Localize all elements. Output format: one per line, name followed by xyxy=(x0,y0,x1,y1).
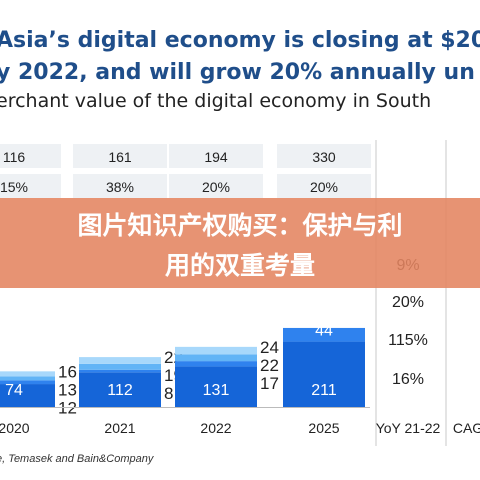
header-value: 20% xyxy=(310,179,338,195)
data-label: 44 xyxy=(315,323,333,340)
header-cell xyxy=(73,144,167,168)
header-cell xyxy=(73,174,167,198)
header-cell xyxy=(277,174,371,198)
bar-segment xyxy=(79,369,161,373)
bar-segment xyxy=(0,384,55,407)
header-value: 194 xyxy=(204,149,228,165)
header-cell xyxy=(169,174,263,198)
data-label: 13 xyxy=(58,380,77,399)
bar-segment xyxy=(175,354,257,362)
header-value: 15% xyxy=(0,179,28,195)
bar-segment xyxy=(175,361,257,367)
growth-value: 16% xyxy=(392,371,424,388)
data-label: 112 xyxy=(107,382,133,399)
x-tick-label: 2020 xyxy=(0,420,30,436)
header-value: 116 xyxy=(3,149,26,165)
header-cell xyxy=(0,174,61,198)
data-label: 22 xyxy=(260,356,279,375)
bar-segment xyxy=(79,372,161,407)
chart-subtitle: erchant value of the digital economy in … xyxy=(0,90,432,112)
x-tick-label: 2021 xyxy=(104,420,135,436)
data-label: 131 xyxy=(203,382,230,399)
growth-value: 115% xyxy=(388,332,428,349)
column-label: YoY 21-22 xyxy=(376,420,441,436)
data-label: 24 xyxy=(260,338,279,357)
banner-text-line-1: 图片知识产权购买：保护与利 xyxy=(77,211,403,240)
bar-segment xyxy=(283,341,365,407)
bar-segment xyxy=(79,357,161,364)
data-label: 74 xyxy=(5,382,23,399)
bar-segment xyxy=(0,376,55,381)
headline-line-2: y 2022, and will grow 20% annually un xyxy=(0,60,475,85)
header-value: 330 xyxy=(312,149,336,165)
data-label: 16 xyxy=(58,362,77,381)
header-value: 38% xyxy=(106,179,134,195)
data-label: 211 xyxy=(311,382,337,399)
header-value: 161 xyxy=(108,149,132,165)
bar-segment xyxy=(0,371,55,377)
header-cell xyxy=(0,144,61,168)
source-note: e, Temasek and Bain&Company xyxy=(0,453,154,465)
watermark-banner xyxy=(0,198,480,288)
bar-segment xyxy=(283,327,365,342)
growth-value: 20% xyxy=(392,294,424,311)
bar-segment xyxy=(0,380,55,385)
data-label: 8 xyxy=(164,384,173,403)
header-cell xyxy=(277,144,371,168)
bar-segment xyxy=(79,363,161,370)
x-tick-label: 2025 xyxy=(308,420,339,436)
bar-segment xyxy=(175,366,257,407)
header-cell xyxy=(169,144,263,168)
data-label: 17 xyxy=(260,374,279,393)
bar-segment xyxy=(175,346,257,355)
column-label: CAG xyxy=(453,420,480,436)
banner-text-line-2: 用的双重考量 xyxy=(164,251,315,280)
headline-line-1: Asia’s digital economy is closing at $20 xyxy=(0,28,480,53)
x-tick-label: 2022 xyxy=(200,420,231,436)
header-value: 20% xyxy=(202,179,230,195)
